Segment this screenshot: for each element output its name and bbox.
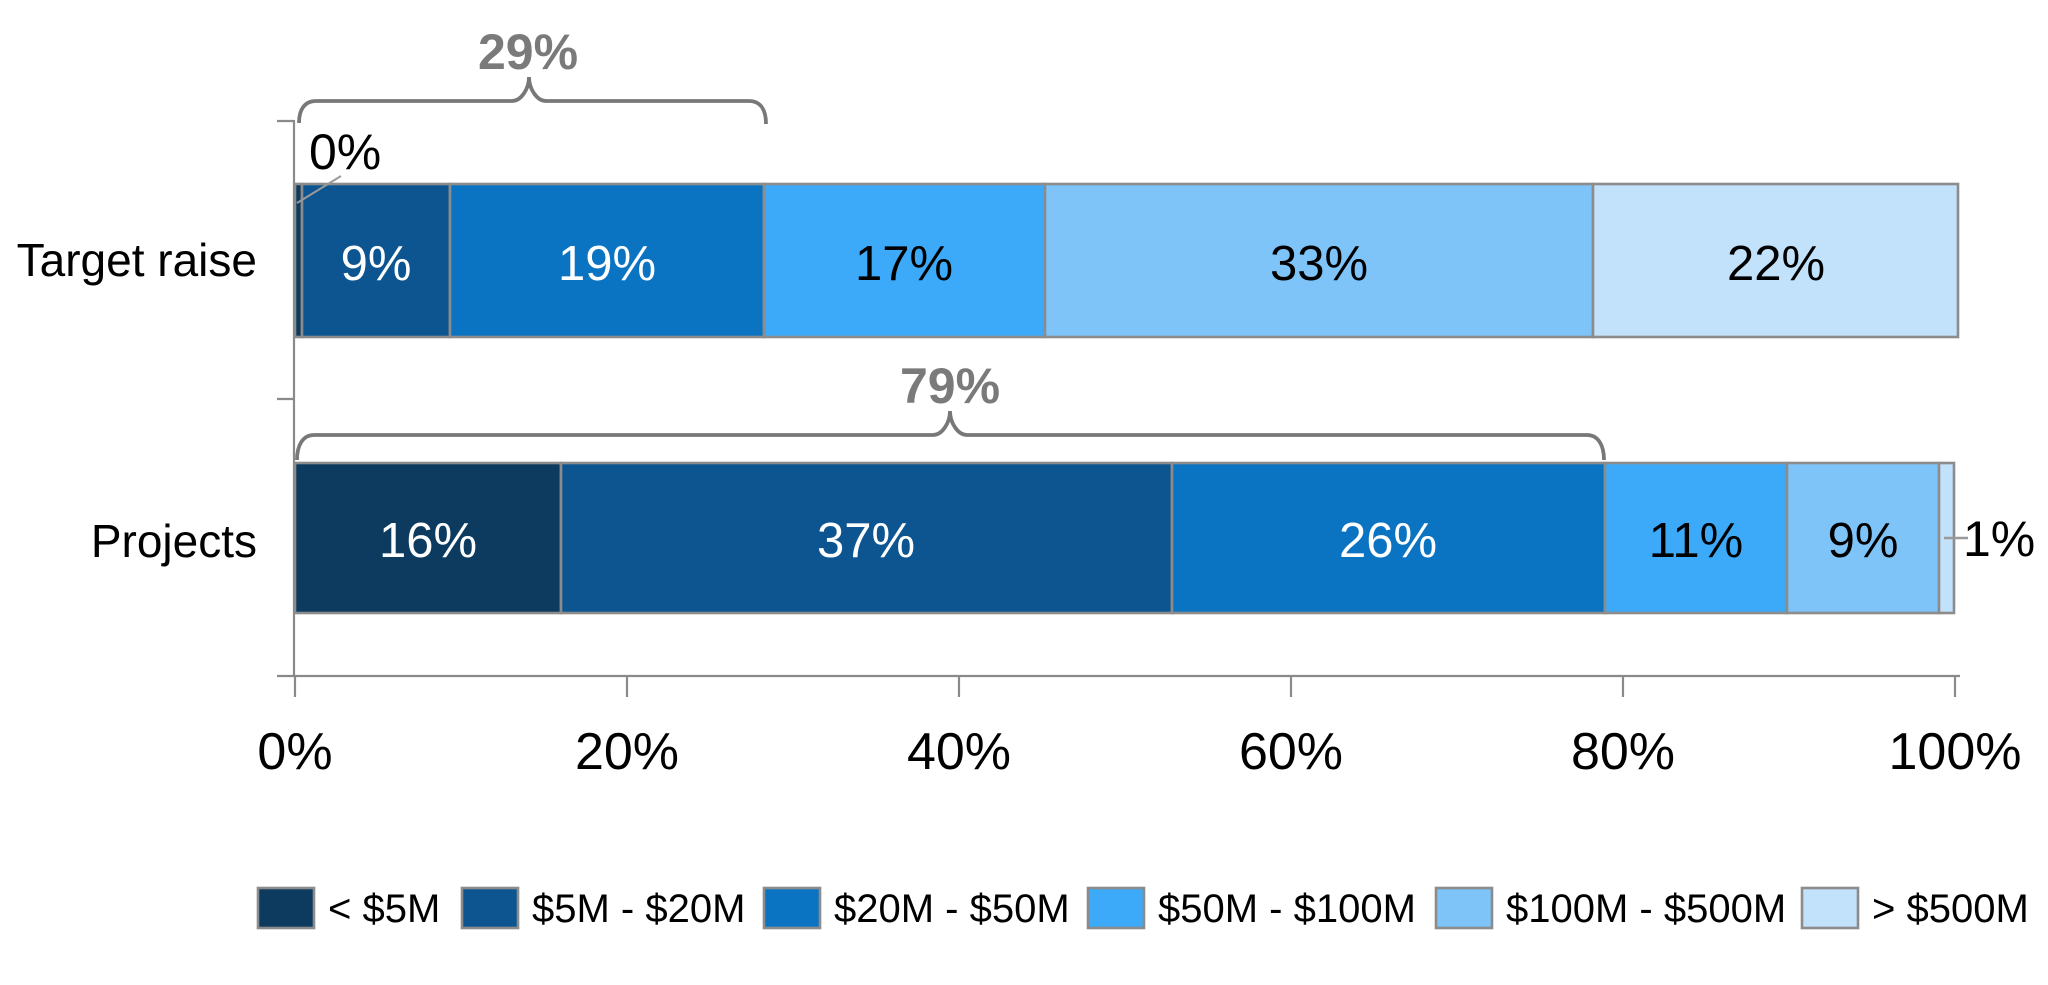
svg-text:40%: 40% <box>907 723 1011 781</box>
svg-text:$20M - $50M: $20M - $50M <box>834 887 1070 931</box>
svg-text:37%: 37% <box>817 514 915 568</box>
svg-text:11%: 11% <box>1649 514 1743 568</box>
svg-text:79%: 79% <box>900 358 1000 414</box>
svg-text:17%: 17% <box>855 237 953 291</box>
svg-text:9%: 9% <box>1828 514 1899 568</box>
svg-text:Projects: Projects <box>91 515 257 567</box>
svg-text:0%: 0% <box>309 124 381 180</box>
svg-text:33%: 33% <box>1270 237 1368 291</box>
svg-text:60%: 60% <box>1239 723 1343 781</box>
svg-text:> $500M: > $500M <box>1872 887 2029 931</box>
svg-text:16%: 16% <box>379 514 477 568</box>
svg-text:80%: 80% <box>1571 723 1675 781</box>
svg-text:$50M - $100M: $50M - $100M <box>1158 887 1416 931</box>
svg-text:29%: 29% <box>478 24 578 80</box>
svg-text:100%: 100% <box>1889 723 2022 781</box>
svg-text:26%: 26% <box>1339 514 1437 568</box>
svg-text:20%: 20% <box>575 723 679 781</box>
svg-text:< $5M: < $5M <box>328 887 440 931</box>
svg-text:$5M - $20M: $5M - $20M <box>532 887 745 931</box>
svg-text:19%: 19% <box>558 237 656 291</box>
svg-text:1%: 1% <box>1963 511 2035 567</box>
svg-text:0%: 0% <box>257 723 332 781</box>
svg-text:22%: 22% <box>1727 237 1825 291</box>
svg-text:9%: 9% <box>341 237 412 291</box>
svg-text:Target raise: Target raise <box>17 234 257 286</box>
svg-text:$100M - $500M: $100M - $500M <box>1506 887 1786 931</box>
